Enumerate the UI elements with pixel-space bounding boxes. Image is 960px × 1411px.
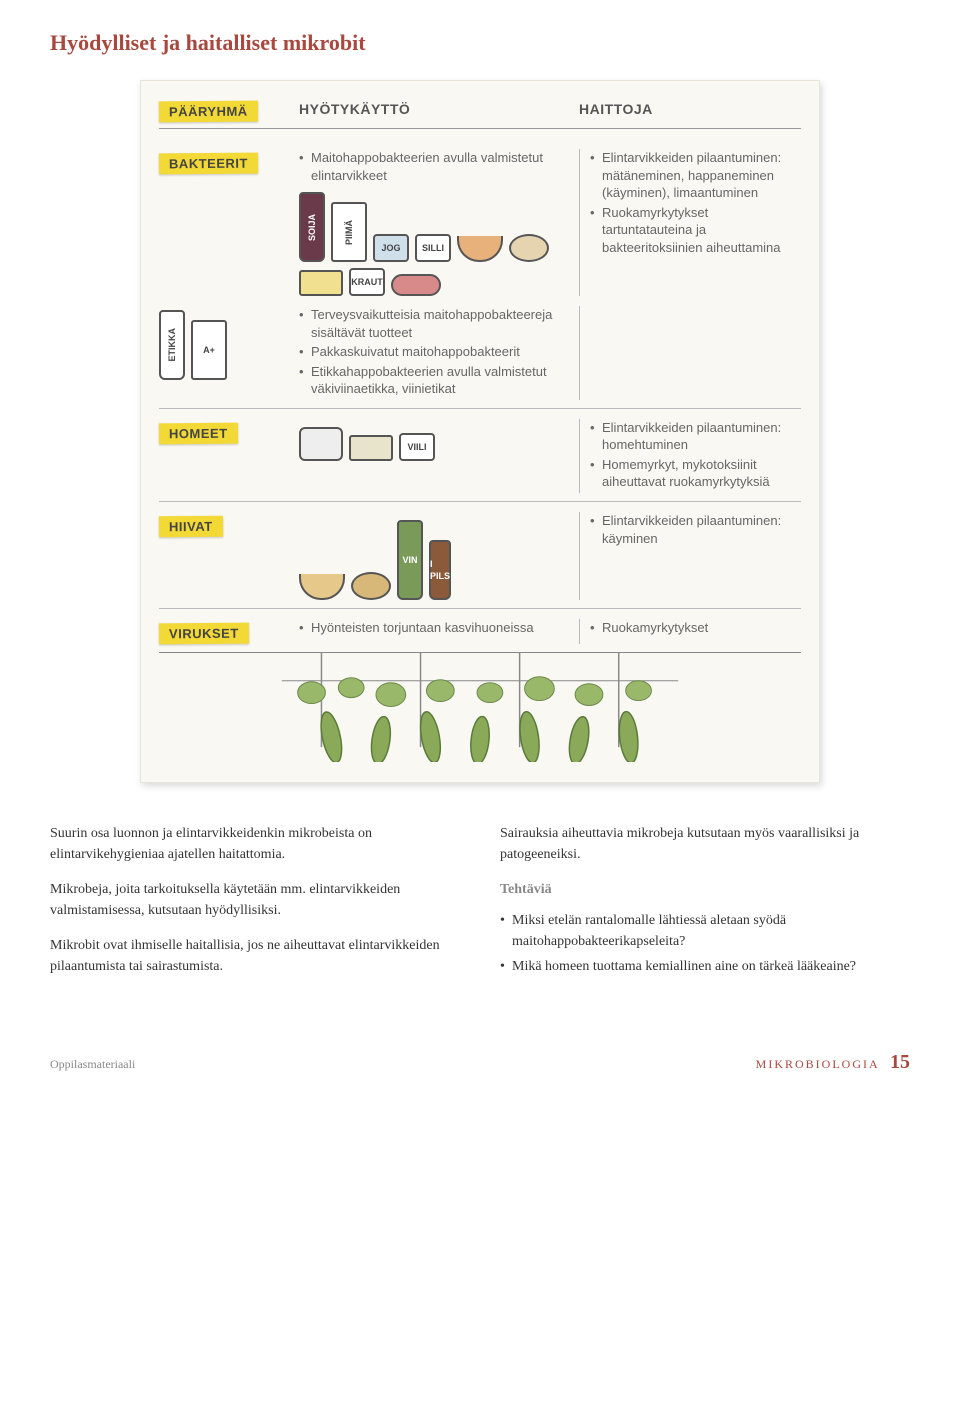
tag-paaryhma: PÄÄRYHMÄ bbox=[159, 101, 258, 123]
harm-item: Ruokamyrkytykset tartuntatauteina ja bak… bbox=[590, 204, 801, 257]
use-item: Terveysvaikutteisia maitohappobakteereja… bbox=[299, 306, 579, 341]
greenhouse-illustration bbox=[159, 652, 801, 762]
page-number: 15 bbox=[890, 1051, 910, 1073]
product-viili: VIILI bbox=[399, 433, 435, 461]
page-title: Hyödylliset ja haitalliset mikrobit bbox=[50, 30, 910, 56]
use-item: Hyönteisten torjuntaan kasvihuoneissa bbox=[299, 619, 579, 637]
body-p3: Mikrobit ovat ihmiselle haitallisia, jos… bbox=[50, 935, 460, 977]
products-illustration: SOIJA PIIMÄ JOG SILLI KRAUT bbox=[299, 192, 579, 296]
task-item: Mikä homeen tuottama kemiallinen aine on… bbox=[500, 956, 910, 977]
body-text: Suurin osa luonnon ja elintarvikkeidenki… bbox=[50, 823, 910, 991]
tag-homeet: HOMEET bbox=[159, 422, 238, 444]
poster-card: PÄÄRYHMÄ HYÖTYKÄYTTÖ HAITTOJA BAKTEERIT … bbox=[140, 80, 820, 783]
tag-bakteerit: BAKTEERIT bbox=[159, 153, 258, 175]
header-col2: HYÖTYKÄYTTÖ bbox=[299, 101, 579, 122]
header-col3: HAITTOJA bbox=[579, 101, 801, 122]
row-hiivat: HIIVAT VIN I PILS Elintarvikkeiden pilaa… bbox=[159, 502, 801, 609]
row-bakteerit: BAKTEERIT Maitohappobakteerien avulla va… bbox=[159, 139, 801, 409]
harm-item: Elintarvikkeiden pilaantuminen: käyminen bbox=[590, 512, 801, 547]
harm-item: Elintarvikkeiden pilaantuminen: mätänemi… bbox=[590, 149, 801, 202]
product-kraut: KRAUT bbox=[349, 268, 385, 296]
product-cheese bbox=[299, 270, 343, 296]
footer-left: Oppilasmateriaali bbox=[50, 1057, 135, 1072]
product-silli: SILLI bbox=[415, 234, 451, 262]
product-pils: I PILS bbox=[429, 540, 451, 600]
product-etikka: ETIKKA bbox=[159, 310, 185, 380]
harm-item: Ruokamyrkytykset bbox=[590, 619, 801, 637]
header-col1: PÄÄRYHMÄ bbox=[159, 101, 299, 122]
body-p2: Mikrobeja, joita tarkoituksella käytetää… bbox=[50, 879, 460, 921]
use-item: Maitohappobakteerien avulla valmistetut … bbox=[299, 149, 579, 184]
product-brie bbox=[299, 427, 343, 461]
product-sausage bbox=[391, 274, 441, 296]
use-item: Etikkahappobakteerien avulla valmistetut… bbox=[299, 363, 579, 398]
products-illustration: VIILI bbox=[299, 427, 579, 461]
product-dough bbox=[299, 574, 345, 600]
harm-item: Elintarvikkeiden pilaantuminen: homehtum… bbox=[590, 419, 801, 454]
product-vin: VIN bbox=[397, 520, 423, 600]
product-soija: SOIJA bbox=[299, 192, 325, 262]
body-p4: Sairauksia aiheuttavia mikrobeja kutsuta… bbox=[500, 823, 910, 865]
tasks-title: Tehtäviä bbox=[500, 879, 910, 900]
footer-section: MIKROBIOLOGIA bbox=[756, 1057, 879, 1071]
body-p1: Suurin osa luonnon ja elintarvikkeidenki… bbox=[50, 823, 460, 865]
product-cheese2 bbox=[349, 435, 393, 461]
task-item: Miksi etelän rantalomalle lähtiessä alet… bbox=[500, 910, 910, 952]
product-aplus: A+ bbox=[191, 320, 227, 380]
body-col-right: Sairauksia aiheuttavia mikrobeja kutsuta… bbox=[500, 823, 910, 991]
row-virukset: VIRUKSET Hyönteisten torjuntaan kasvihuo… bbox=[159, 609, 801, 770]
body-col-left: Suurin osa luonnon ja elintarvikkeidenki… bbox=[50, 823, 460, 991]
use-item: Pakkaskuivatut maitohappobakteerit bbox=[299, 343, 579, 361]
poster-header: PÄÄRYHMÄ HYÖTYKÄYTTÖ HAITTOJA bbox=[159, 101, 801, 129]
product-bread bbox=[509, 234, 549, 262]
row-homeet: HOMEET VIILI Elintarvikkeiden pilaantumi… bbox=[159, 409, 801, 502]
products-illustration: VIN I PILS bbox=[299, 520, 579, 600]
tag-hiivat: HIIVAT bbox=[159, 516, 223, 538]
product-jog: JOG bbox=[373, 234, 409, 262]
page-footer: Oppilasmateriaali MIKROBIOLOGIA 15 bbox=[50, 1051, 910, 1074]
footer-right: MIKROBIOLOGIA 15 bbox=[756, 1051, 910, 1074]
product-bowl bbox=[457, 236, 503, 262]
tasks-list: Miksi etelän rantalomalle lähtiessä alet… bbox=[500, 910, 910, 977]
product-bun bbox=[351, 572, 391, 600]
tag-virukset: VIRUKSET bbox=[159, 623, 249, 645]
product-piima: PIIMÄ bbox=[331, 202, 367, 262]
harm-item: Homemyrkyt, mykotoksiinit aiheuttavat ru… bbox=[590, 456, 801, 491]
